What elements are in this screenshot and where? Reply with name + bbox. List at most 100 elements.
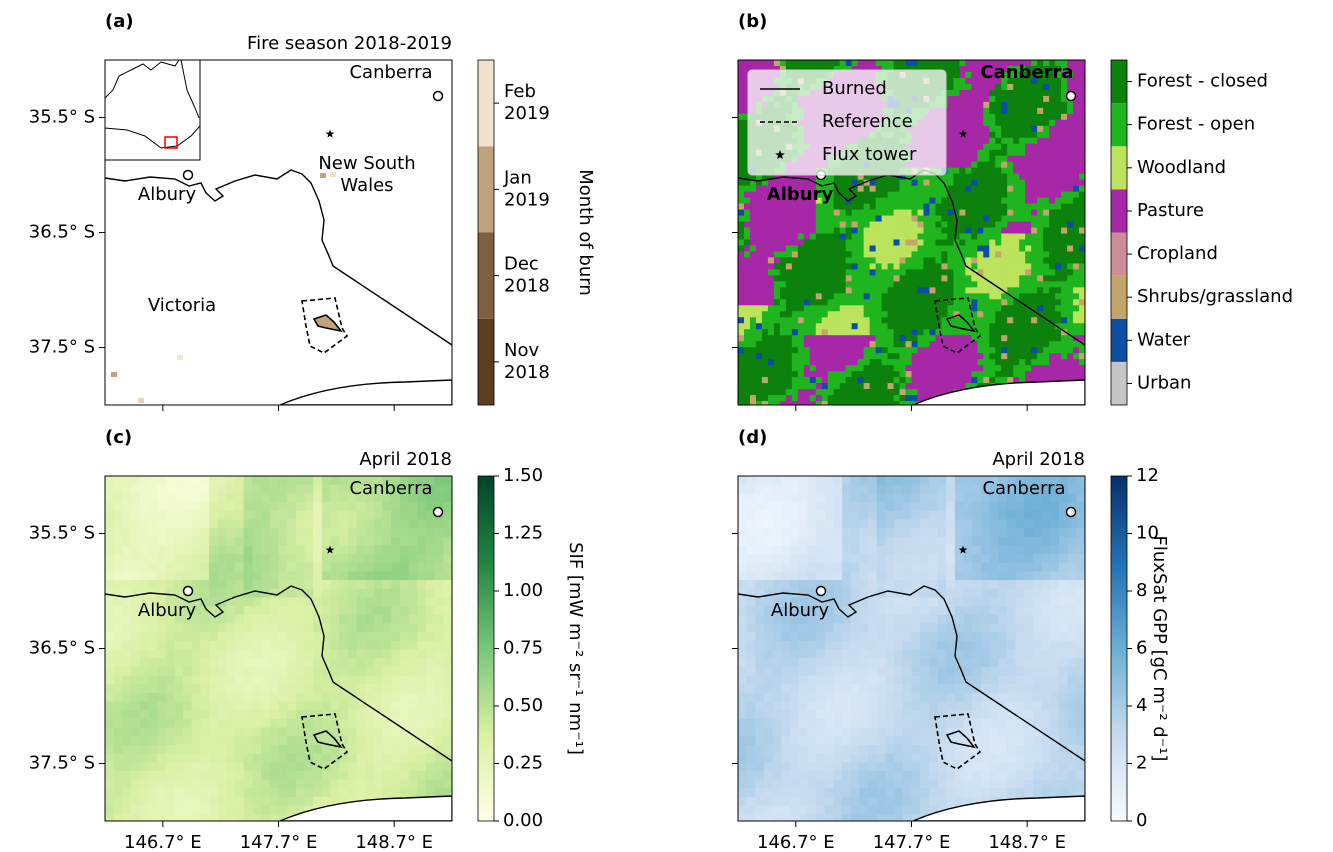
field-cell: [218, 771, 227, 780]
field-cell: [365, 502, 374, 511]
field-cell: [252, 563, 261, 572]
land-cover-cell: [1007, 114, 1013, 120]
land-cover-cell: [798, 383, 804, 389]
land-cover-cell: [744, 251, 750, 257]
field-cell: [305, 658, 314, 667]
field-cell: [166, 806, 175, 815]
field-cell: [218, 563, 227, 572]
land-cover-cell: [906, 299, 912, 305]
land-cover-cell: [971, 66, 977, 72]
field-cell: [287, 641, 296, 650]
land-cover-cell: [756, 216, 762, 222]
field-cell: [261, 762, 270, 771]
land-cover-cell: [1031, 216, 1037, 222]
field-cell: [287, 493, 296, 502]
land-cover-cell: [1073, 222, 1079, 228]
land-cover-cell: [750, 60, 756, 66]
field-cell: [235, 632, 244, 641]
land-cover-cell: [786, 365, 792, 371]
land-cover-cell: [792, 341, 798, 347]
land-cover-cell: [834, 395, 840, 401]
land-cover-cell: [1043, 299, 1049, 305]
field-cell: [209, 806, 218, 815]
land-cover-cell: [828, 335, 834, 341]
land-cover-cell: [798, 60, 804, 66]
land-cover-cell: [864, 228, 870, 234]
land-cover-cell: [953, 198, 959, 204]
land-cover-cell: [804, 222, 810, 228]
land-cover-cell: [941, 371, 947, 377]
land-cover-cell: [1013, 84, 1019, 90]
land-cover-cell: [762, 323, 768, 329]
land-cover-cell: [929, 287, 935, 293]
land-cover-cell: [971, 281, 977, 287]
land-cover-cell: [810, 317, 816, 323]
land-cover-cell: [738, 239, 744, 245]
land-cover-cell: [1007, 198, 1013, 204]
land-cover-cell: [977, 251, 983, 257]
field-cell: [305, 693, 314, 702]
field-cell: [391, 606, 400, 615]
land-cover-cell: [1025, 329, 1031, 335]
land-cover-cell: [1025, 108, 1031, 114]
land-cover-cell: [947, 251, 953, 257]
land-cover-cell: [822, 239, 828, 245]
land-cover-cell: [738, 192, 744, 198]
field-cell: [131, 693, 140, 702]
field-cell: [322, 519, 331, 528]
land-cover-cell: [750, 401, 756, 407]
field-cell: [131, 762, 140, 771]
land-cover-cell: [906, 269, 912, 275]
land-cover-cell: [846, 329, 852, 335]
land-cover-cell: [935, 317, 941, 323]
field-cell: [400, 511, 409, 520]
land-cover-cell: [1007, 317, 1013, 323]
land-cover-cell: [917, 60, 923, 66]
land-cover-cell: [792, 275, 798, 281]
land-cover-cell: [1031, 275, 1037, 281]
field-cell: [226, 571, 235, 580]
field-cell: [122, 771, 131, 780]
land-cover-cell: [828, 329, 834, 335]
field-cell: [313, 476, 322, 485]
field-cell: [391, 502, 400, 511]
land-cover-cell: [1031, 168, 1037, 174]
land-cover-cell: [756, 210, 762, 216]
land-cover-cell: [888, 383, 894, 389]
field-cell: [357, 650, 366, 659]
field-cell: [252, 519, 261, 528]
field-cell: [365, 736, 374, 745]
land-cover-cell: [828, 60, 834, 66]
land-cover-cell: [1073, 186, 1079, 192]
field-cell: [348, 780, 357, 789]
field-cell: [313, 650, 322, 659]
land-cover-cell: [912, 263, 918, 269]
land-cover-cell: [1013, 311, 1019, 317]
field-cell: [174, 493, 183, 502]
land-cover-cell: [989, 120, 995, 126]
field-cell: [365, 780, 374, 789]
field-cell: [374, 597, 383, 606]
field-cell: [409, 676, 418, 685]
field-cell: [148, 684, 157, 693]
land-cover-cell: [906, 216, 912, 222]
land-cover-cell: [870, 293, 876, 299]
field-cell: [157, 806, 166, 815]
land-cover-cell: [798, 239, 804, 245]
field-cell: [322, 684, 331, 693]
land-cover-cell: [906, 204, 912, 210]
field-cell: [235, 650, 244, 659]
land-cover-cell: [870, 335, 876, 341]
field-cell: [226, 528, 235, 537]
field-cell: [417, 597, 426, 606]
field-cell: [105, 597, 114, 606]
field-cell: [218, 806, 227, 815]
land-cover-cell: [840, 305, 846, 311]
field-cell: [235, 728, 244, 737]
land-cover-cell: [798, 275, 804, 281]
field-cell: [365, 589, 374, 598]
land-cover-cell: [1073, 234, 1079, 240]
land-cover-cell: [1007, 192, 1013, 198]
field-cell: [287, 476, 296, 485]
field-cell: [357, 641, 366, 650]
